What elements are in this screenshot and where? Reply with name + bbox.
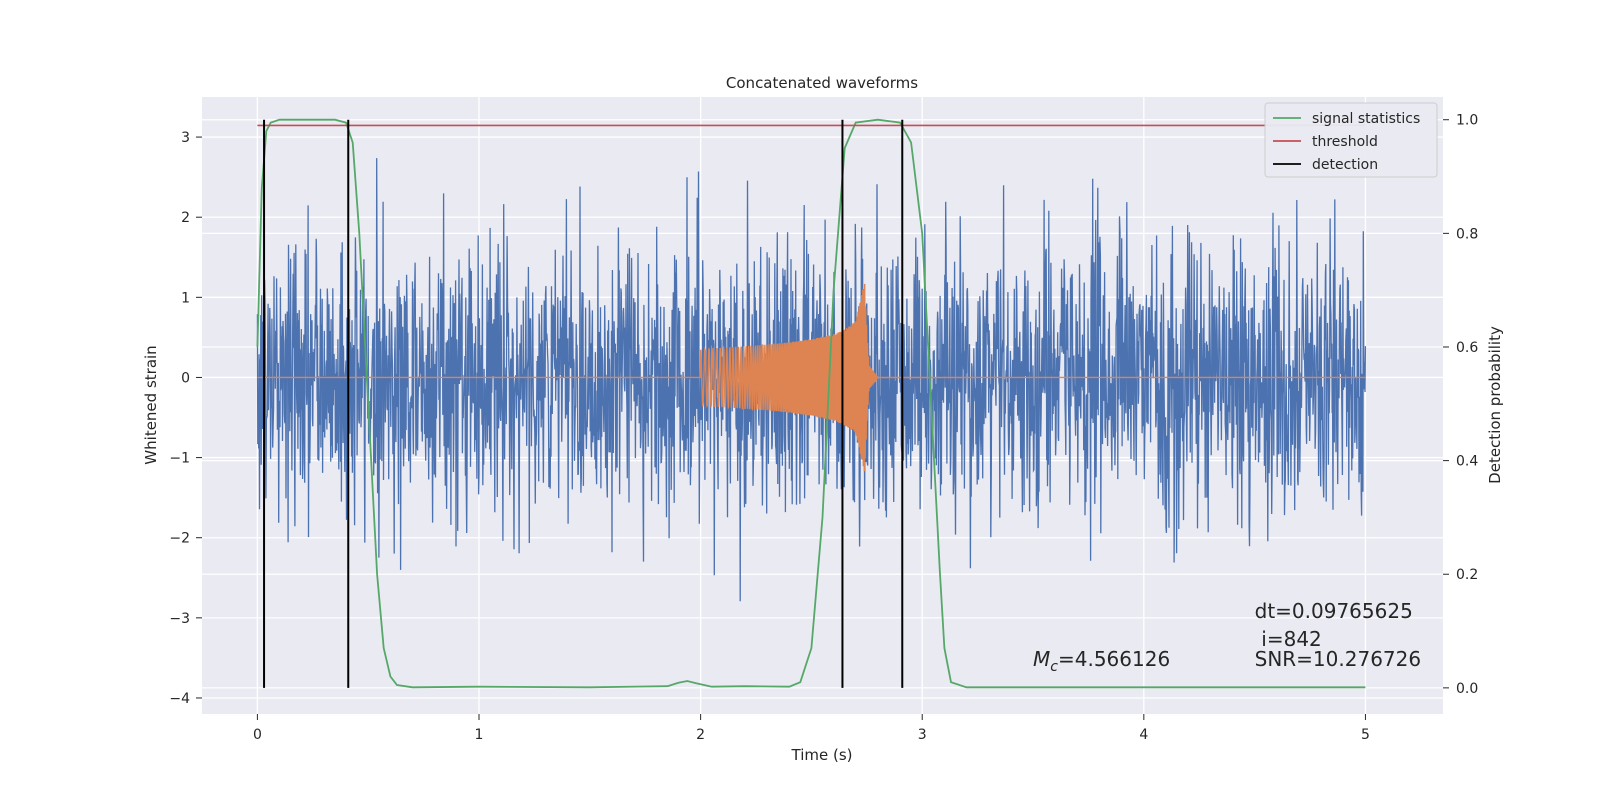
annotation-text: Mc=4.566126 <box>1033 647 1170 675</box>
y-right-tick-label: 0.2 <box>1456 567 1478 583</box>
annotation-text: dt=0.09765625 <box>1255 599 1413 623</box>
axes: 0 1 2 3 4 5 −4 −3 −2 −1 0 1 2 3 0.0 0.2 0.4 0.6 0.8 1.0 <box>169 113 1478 743</box>
y-axis-label-right: Detection probability <box>1486 326 1504 484</box>
y-right-tick-label: 0.8 <box>1456 226 1478 242</box>
y-tick-label: 2 <box>181 210 190 226</box>
stats-series <box>256 118 1366 689</box>
y-tick-label: 1 <box>181 290 190 306</box>
y-tick-label: −4 <box>169 691 190 707</box>
y-tick-label: −1 <box>169 451 190 467</box>
y-right-tick-label: 0.0 <box>1456 681 1478 697</box>
y-right-tick-label: 1.0 <box>1456 113 1478 129</box>
y-right-tick-label: 0.6 <box>1456 340 1478 356</box>
chart-title: Concatenated waveforms <box>726 74 918 92</box>
annotation-text: SNR=10.276726 <box>1255 647 1421 671</box>
legend-label: signal statistics <box>1312 111 1420 127</box>
x-tick-label: 4 <box>1139 727 1148 743</box>
x-axis-label: Time (s) <box>791 746 853 764</box>
x-tick-label: 3 <box>918 727 927 743</box>
y-axis-label: Whitened strain <box>142 345 160 464</box>
y-tick-label: −3 <box>169 611 190 627</box>
x-tick-label: 5 <box>1361 727 1370 743</box>
legend-label: detection <box>1312 157 1378 173</box>
legend-label: threshold <box>1312 134 1378 150</box>
signal-line <box>257 283 1366 472</box>
x-tick-label: 1 <box>475 727 484 743</box>
y-tick-label: 0 <box>181 370 190 386</box>
signal-statistics-line <box>256 118 1366 689</box>
signal-series <box>257 283 1366 472</box>
legend: signal statistics threshold detection <box>1264 102 1438 178</box>
y-tick-label: −2 <box>169 531 190 547</box>
y-tick-label: 3 <box>181 130 190 146</box>
x-tick-label: 2 <box>696 727 705 743</box>
detection-lines <box>263 119 904 688</box>
x-tick-label: 0 <box>253 727 262 743</box>
annotation-text: i=842 <box>1261 627 1322 651</box>
legend-box <box>1264 102 1438 178</box>
y-right-tick-label: 0.4 <box>1456 454 1478 470</box>
